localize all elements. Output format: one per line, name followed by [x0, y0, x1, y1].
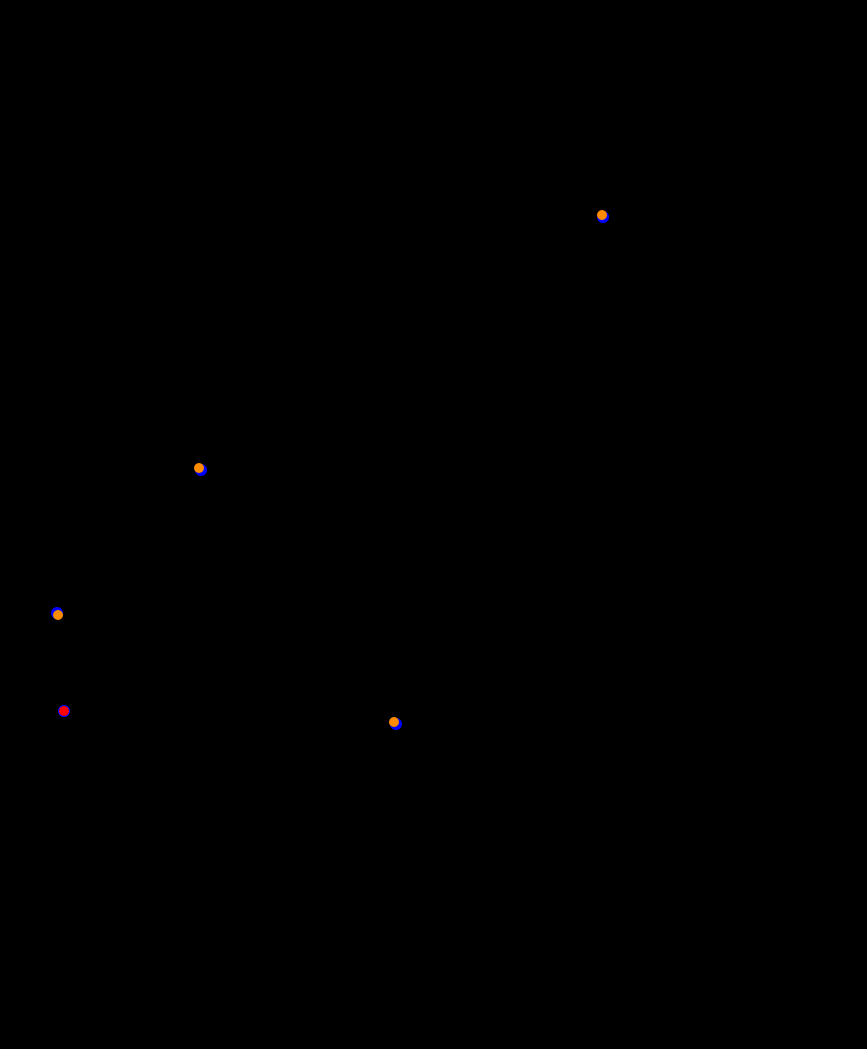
marker-dot-icon — [389, 717, 399, 727]
marker-dot-icon — [53, 610, 63, 620]
marker-dot-icon — [59, 706, 69, 716]
point-marker[interactable] — [597, 210, 609, 223]
point-marker[interactable] — [389, 717, 402, 730]
marker-dot-icon — [597, 210, 607, 220]
point-marker[interactable] — [58, 705, 70, 717]
marker-dot-icon — [194, 463, 204, 473]
point-marker[interactable] — [51, 607, 63, 620]
point-marker[interactable] — [194, 463, 207, 476]
